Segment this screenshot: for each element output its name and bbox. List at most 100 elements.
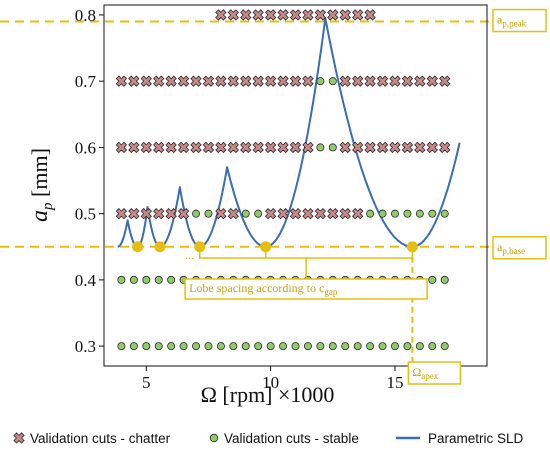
stable-point: [254, 209, 263, 218]
legend-stable-label: Validation cuts - stable: [224, 431, 359, 446]
chatter-point: [277, 75, 289, 87]
y-tick-label: 0.7: [75, 72, 97, 91]
chatter-point: [264, 141, 277, 154]
chatter-point: [177, 207, 190, 220]
stable-point: [316, 77, 325, 86]
y-tick-label: 0.8: [75, 6, 96, 25]
omega-apex-label: Ωapex: [407, 361, 462, 385]
chatter-point: [277, 141, 289, 154]
legend-stable-marker: [209, 433, 219, 443]
chatter-point: [314, 207, 327, 220]
stable-point: [328, 143, 337, 152]
stable-point: [403, 209, 412, 218]
chatter-point: [352, 75, 364, 87]
chatter-point: [215, 141, 227, 154]
chatter-point: [314, 9, 327, 21]
stable-point: [167, 275, 176, 284]
stable-point: [440, 342, 449, 351]
stable-point: [440, 275, 449, 284]
chatter-point: [128, 141, 140, 154]
y-tick-label: 0.5: [75, 205, 96, 224]
chatter-point: [289, 9, 302, 21]
stable-point: [428, 342, 437, 351]
stable-point: [254, 342, 263, 351]
chatter-point: [227, 9, 239, 21]
stable-point: [216, 342, 225, 351]
stable-point: [192, 342, 201, 351]
chatter-point: [165, 75, 177, 87]
chatter-point: [153, 207, 165, 220]
y-tick-label: 0.4: [75, 271, 97, 290]
stable-point: [167, 342, 176, 351]
stable-point: [204, 342, 213, 351]
stable-point: [117, 275, 126, 284]
stable-point: [316, 143, 325, 152]
stable-point: [341, 342, 350, 351]
chatter-point: [352, 9, 364, 21]
stable-point: [291, 342, 300, 351]
x-axis-title: Ω [rpm] ×1000: [201, 382, 335, 407]
chatter-point: [240, 9, 252, 21]
chatter-point: [227, 207, 239, 220]
stable-point: [378, 342, 387, 351]
chatter-point: [202, 75, 215, 87]
chatter-point: [252, 141, 264, 154]
chatter-point: [140, 207, 152, 220]
chatter-point: [376, 141, 389, 154]
stable-point: [129, 342, 138, 351]
chatter-point: [190, 141, 202, 154]
chatter-point: [252, 9, 264, 21]
lobe-spacing-label: Lobe spacing according to cgap: [184, 278, 428, 300]
chatter-point: [327, 207, 339, 220]
legend: Validation cuts - chatter Validation cuts…: [13, 431, 524, 446]
chatter-point: [240, 75, 252, 87]
stable-point: [303, 342, 312, 351]
stable-point: [154, 342, 163, 351]
chatter-point: [389, 75, 401, 87]
stable-point: [204, 209, 213, 218]
chatter-point: [327, 9, 339, 21]
stable-point: [403, 342, 412, 351]
stable-point: [440, 209, 449, 218]
ap-base-label-text: ap,base: [497, 240, 525, 256]
stable-point: [279, 342, 288, 351]
chatter-point: [439, 141, 451, 154]
chatter-point: [277, 207, 289, 220]
stable-point: [353, 342, 362, 351]
chatter-point: [302, 207, 314, 220]
annotation-labels: ap,peak ap,base Ωapex Lobe spacing accordin…: [184, 8, 547, 385]
ap-peak-label: ap,peak: [492, 8, 547, 33]
legend-chatter-marker: [13, 432, 25, 444]
chatter-point: [264, 9, 277, 21]
stable-point: [366, 209, 375, 218]
chatter-point: [339, 75, 351, 87]
chatter-point: [352, 207, 364, 220]
chatter-point: [339, 141, 351, 154]
omega-apex-label-text: Ωapex: [412, 365, 438, 381]
stable-point: [428, 275, 437, 284]
chatter-point: [165, 207, 177, 220]
lobe-minimum-marker: [132, 241, 144, 253]
chatter-point: [177, 75, 190, 87]
chatter-point: [177, 141, 190, 154]
stable-point: [192, 209, 201, 218]
stable-point: [378, 209, 387, 218]
chatter-point: [115, 75, 128, 87]
chatter-point: [401, 141, 414, 154]
y-tick-label: 0.3: [75, 337, 96, 356]
chatter-point: [252, 75, 264, 87]
stable-point: [428, 209, 437, 218]
x-tick-label: 5: [142, 373, 151, 392]
chatter-point: [140, 75, 152, 87]
chatter-point: [426, 75, 438, 87]
lobe-minimum-marker: [154, 241, 166, 253]
axes: 0.3 0.4 0.5 0.6 0.7 0.8 5 10 15 Ω [rpm] ×1000 ap […: [27, 6, 403, 407]
stable-point: [328, 77, 337, 86]
chatter-point: [227, 75, 239, 87]
stable-point: [415, 342, 424, 351]
chatter-point: [364, 75, 376, 87]
chatter-point: [153, 75, 165, 87]
chatter-point: [264, 207, 277, 220]
stable-point: [154, 275, 163, 284]
stable-point: [328, 342, 337, 351]
